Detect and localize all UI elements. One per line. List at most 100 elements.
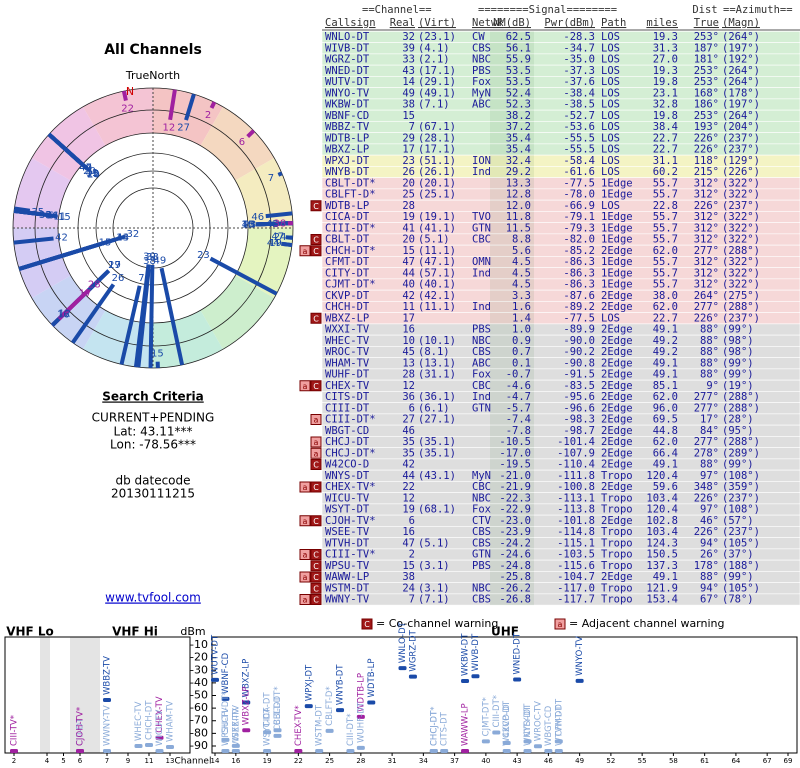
signal-shade xyxy=(490,42,534,54)
table-cell: (105°) xyxy=(722,537,760,549)
table-cell: WBXZ-LP xyxy=(325,312,369,324)
x-tick-label: 5 xyxy=(61,757,65,765)
table-cell: 13 xyxy=(402,357,415,369)
signal-shade xyxy=(490,548,534,561)
criteria: CURRENT+PENDING xyxy=(92,411,215,425)
table-cell: (359°) xyxy=(722,481,760,493)
station-label: CBLFT-D* xyxy=(325,686,335,726)
site-link[interactable]: www.tvfool.com xyxy=(105,591,201,605)
table-cell: 29.2 xyxy=(506,166,531,178)
table-cell: 15 xyxy=(402,245,415,257)
table-cell: 96.0 xyxy=(653,402,678,414)
table-cell: 226° xyxy=(694,144,719,156)
column-header: miles xyxy=(646,17,678,29)
table-cell: 23 xyxy=(402,155,415,167)
table-cell: 46° xyxy=(700,515,719,527)
criteria-title: Search Criteria xyxy=(102,390,203,404)
compass-band xyxy=(83,88,153,146)
table-cell: 181° xyxy=(694,54,719,66)
table-cell: WKBW-DT xyxy=(325,99,370,111)
table-cell: 1Edge xyxy=(601,189,633,201)
table-cell: 55.7 xyxy=(653,256,678,268)
table-cell: -7.4 xyxy=(506,414,531,426)
station-mark xyxy=(492,730,501,735)
station-mark xyxy=(502,740,511,745)
table-cell: W42CO-D xyxy=(325,459,369,471)
warning-letter: C xyxy=(313,483,319,492)
table-cell: WROC-TV xyxy=(325,346,370,358)
table-cell: (98°) xyxy=(722,335,754,347)
table-cell: 62.0 xyxy=(653,301,678,313)
table-cell: 10 xyxy=(402,335,415,347)
warning-box xyxy=(310,481,322,493)
x-tick-label: 64 xyxy=(731,757,740,765)
signal-bar xyxy=(159,267,185,366)
table-cell: 66.4 xyxy=(653,447,678,459)
channel-label: 28 xyxy=(88,280,101,291)
table-cell: 43 xyxy=(402,65,415,77)
table-cell: (19.1) xyxy=(418,211,456,223)
table-cell: WBXZ-LP xyxy=(325,144,369,156)
signal-shade xyxy=(490,335,534,347)
table-cell: 35 xyxy=(402,436,415,448)
band-label: VHF Hi xyxy=(112,625,158,639)
signal-shade xyxy=(490,368,534,381)
signal-shade xyxy=(490,65,534,77)
table-cell: 84° xyxy=(700,425,719,437)
table-cell: (25.1) xyxy=(418,189,456,201)
table-cell: (264°) xyxy=(722,76,760,88)
table-cell: LOS xyxy=(601,54,620,66)
table-cell: 27 xyxy=(402,414,415,426)
channel-label: 35 xyxy=(39,210,52,221)
x-tick-label: 40 xyxy=(481,757,490,765)
table-cell: NBC xyxy=(472,335,491,347)
channel-label: 6 xyxy=(239,137,245,148)
table-cell: 37.2 xyxy=(506,121,531,133)
table-cell: WPSU-TV xyxy=(325,560,370,572)
table-cell: 52.4 xyxy=(506,87,531,99)
table-cell: 97° xyxy=(700,504,719,516)
column-header: Real xyxy=(390,17,415,29)
table-cell: 9° xyxy=(706,380,719,392)
table-cell: 38.0 xyxy=(653,290,678,302)
channel-label: 20 xyxy=(83,166,96,177)
table-cell: 19 xyxy=(402,504,415,516)
channel-label: 49 xyxy=(154,255,167,266)
table-cell: 2Edge xyxy=(601,481,633,493)
table-cell: WBGT-CD xyxy=(325,425,369,437)
table-cell: LOS xyxy=(601,31,620,43)
table-cell: 312° xyxy=(694,177,719,189)
table-cell: 1Edge xyxy=(601,256,633,268)
criteria: Lat: 43.11*** xyxy=(114,425,193,439)
datecode: 20130111215 xyxy=(111,487,195,501)
table-cell: 1Edge xyxy=(601,222,633,234)
table-cell: (192°) xyxy=(722,54,760,66)
table-cell: 348° xyxy=(694,481,719,493)
column-header: Path xyxy=(601,17,626,29)
warning-box xyxy=(554,618,566,630)
table-cell: 88° xyxy=(700,357,719,369)
table-cell: 23.1 xyxy=(653,87,678,99)
table-cell: (99°) xyxy=(722,459,754,471)
compass-band xyxy=(235,158,293,228)
table-cell: -86.3 xyxy=(563,256,595,268)
warning-box xyxy=(310,312,322,324)
table-cell: MyN xyxy=(472,87,491,99)
table-cell: 7 xyxy=(409,594,415,606)
channel-label: 15 xyxy=(151,349,164,360)
table-cell: -35.0 xyxy=(563,54,595,66)
table-cell: 52.3 xyxy=(506,99,531,111)
station-label: WBBZ-TV xyxy=(103,656,113,695)
warning-box xyxy=(310,200,322,212)
table-cell: -0.7 xyxy=(506,369,531,381)
channel-label: 19 xyxy=(86,168,99,179)
table-cell: 2Edge xyxy=(601,425,633,437)
table-cell: -55.5 xyxy=(563,132,595,144)
table-cell: CIII-DT xyxy=(325,402,370,414)
table-cell: 39 xyxy=(402,42,415,54)
table-cell: (5.1) xyxy=(418,537,450,549)
table-cell: -21.9 xyxy=(499,481,531,493)
x-tick-label: 67 xyxy=(763,757,772,765)
signal-bar xyxy=(246,129,256,139)
channel-label: 15 xyxy=(99,238,112,249)
